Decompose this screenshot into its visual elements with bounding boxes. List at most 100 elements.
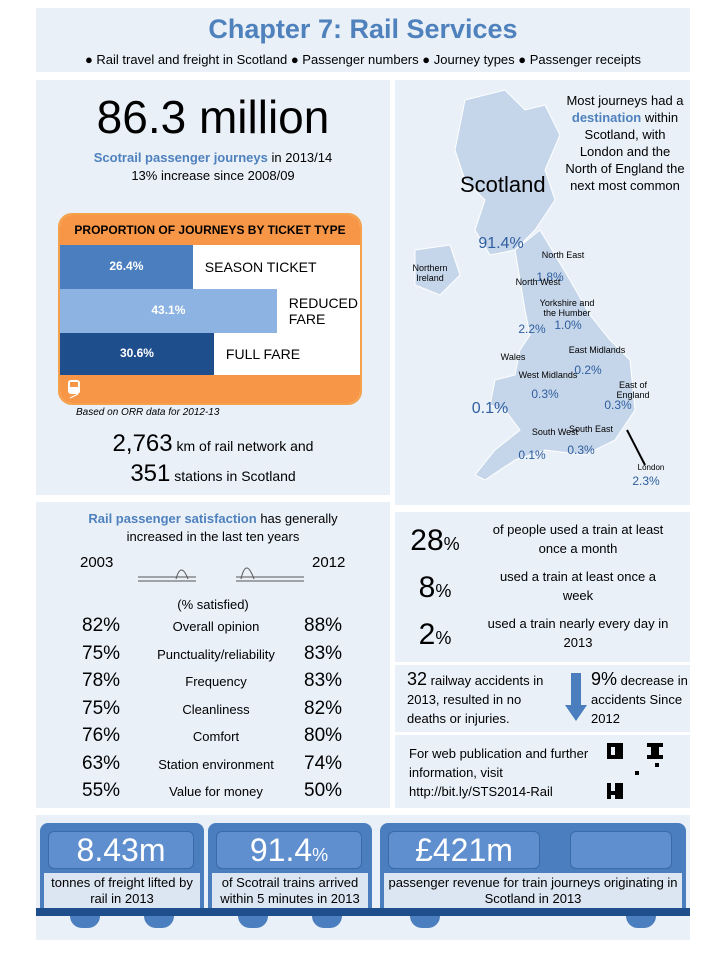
value-2003: 76% <box>82 725 121 746</box>
qr-module <box>619 795 623 799</box>
text: railway accidents in 2013, resulted in n… <box>407 673 544 726</box>
aspect: Comfort <box>192 729 240 744</box>
qr-module <box>615 755 619 759</box>
region-name: North East <box>541 250 585 260</box>
wheel <box>144 916 174 928</box>
value-2003: 82% <box>82 615 121 636</box>
qr-module <box>651 751 655 755</box>
region-value: 0.2% <box>574 363 602 377</box>
region-value: 0.3% <box>604 398 632 412</box>
year-a: 2003 <box>80 554 114 571</box>
aspect: Station environment <box>158 756 274 772</box>
wheel <box>626 916 656 928</box>
ticket-chart: PROPORTION OF JOURNEYS BY TICKET TYPE 26… <box>58 213 362 405</box>
value-2012: 82% <box>304 697 343 719</box>
qr-module <box>619 751 623 755</box>
value-2012: 80% <box>304 725 343 746</box>
value-2003: 78% <box>82 670 121 691</box>
bar: 43.1% <box>60 289 277 333</box>
journeys-panel: 86.3 million Scotrail passenger journeys… <box>36 80 390 495</box>
northern-ireland-shape <box>414 244 461 296</box>
region-value: 0.3% <box>531 387 559 401</box>
qr-module <box>619 743 623 747</box>
car-text: of Scotrail trains arrived within 5 minu… <box>212 873 368 908</box>
qr-module <box>607 751 611 755</box>
qr-module <box>611 755 615 759</box>
qr-module <box>619 783 623 787</box>
web-panel: For web publication and further informat… <box>395 735 690 808</box>
text: decrease in accidents Since 2012 <box>591 673 688 726</box>
qr-module <box>607 787 611 791</box>
qr-module <box>615 787 619 791</box>
number: 8 <box>418 571 436 604</box>
qr-module <box>651 755 655 759</box>
region-name: West Midlands <box>518 370 578 380</box>
usage-value: 8% <box>395 571 475 605</box>
qr-module <box>607 755 611 759</box>
journeys-text: Scotrail passenger journeys in 2013/14 <box>36 150 390 165</box>
map-panel: Most journeys had a destination within S… <box>395 80 690 505</box>
journeys-change: 13% increase since 2008/09 <box>131 168 295 183</box>
bottom-panel: 8.43m tonnes of freight lifted by rail in… <box>36 815 690 940</box>
qr-module <box>655 751 659 755</box>
qr-module <box>615 743 619 747</box>
value-2012: 50% <box>304 780 343 801</box>
big-number: 86.3 million <box>96 91 330 143</box>
qr-module <box>655 743 659 747</box>
train-car: £421m passenger revenue for train journey… <box>380 823 686 908</box>
region-name: North West <box>515 277 561 287</box>
wheel <box>70 916 100 928</box>
train-car: 91.4% of Scotrail trains arrived within 5… <box>208 823 372 908</box>
value-label: 26.4% <box>109 259 144 273</box>
value-window: 91.4% <box>216 831 362 869</box>
value: £421m <box>415 832 513 868</box>
qr-module <box>619 755 623 759</box>
qr-module <box>651 743 655 747</box>
qr-module <box>655 747 659 751</box>
stations: 351 <box>130 460 171 487</box>
topic-text: Passenger numbers <box>302 52 419 67</box>
network-stations: 351 stations in Scotland <box>36 460 390 488</box>
train-icon <box>68 380 80 399</box>
value-2003: 75% <box>82 697 121 719</box>
london-pointer <box>626 429 646 466</box>
usage-value: 28% <box>395 524 475 558</box>
qr-module <box>659 743 663 747</box>
window <box>570 831 672 869</box>
region-name: Yorkshire and the Humber <box>539 298 595 318</box>
region-name: Northern Ireland <box>412 263 448 283</box>
unit: % <box>435 581 452 601</box>
usage-text: used a train at least once a week <box>499 569 657 603</box>
aspect: Overall opinion <box>172 619 260 634</box>
qr-module <box>619 791 623 795</box>
value-2012: 83% <box>304 642 343 664</box>
accident-change: 9% decrease in accidents Since 2012 <box>591 670 689 728</box>
region-value: 0.1% <box>518 448 546 462</box>
text: has generally increased in the last ten … <box>126 511 338 544</box>
qr-module <box>615 751 619 755</box>
map <box>414 89 646 481</box>
text: stations in Scotland <box>174 468 296 484</box>
qr-module <box>607 747 611 751</box>
usage-text: used a train nearly every day in 2013 <box>487 616 669 650</box>
value-label: 43.1% <box>151 303 186 317</box>
aspect: Frequency <box>185 674 247 689</box>
qr-module <box>615 791 619 795</box>
qr-module <box>651 747 655 751</box>
ticket-title: PROPORTION OF JOURNEYS BY TICKET TYPE <box>60 215 360 245</box>
qr-module <box>647 743 651 747</box>
topic-text: Rail travel and freight in Scotland <box>96 52 288 67</box>
qr-module <box>659 755 663 759</box>
satisfaction-title: Rail passenger satisfaction has generall… <box>66 510 360 546</box>
qr-module <box>615 795 619 799</box>
qr-module <box>655 763 659 767</box>
usage-panel: 28% of people used a train at least once … <box>395 512 690 662</box>
scotland-shape <box>454 89 561 256</box>
ticket-footer <box>60 375 360 403</box>
topic-text: Journey types <box>433 52 515 67</box>
wheel <box>312 916 342 928</box>
qr-module <box>615 783 619 787</box>
qr-module <box>611 791 615 795</box>
unit: % <box>312 845 329 865</box>
qr-module <box>619 787 623 791</box>
